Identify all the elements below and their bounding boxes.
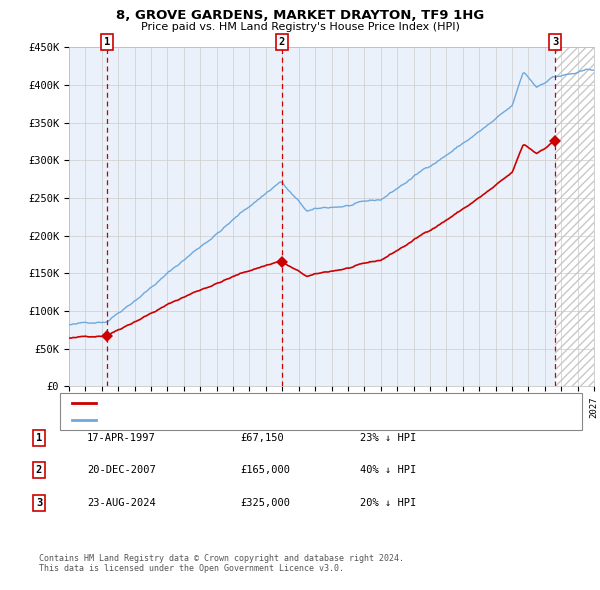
Bar [556,47,594,386]
Text: £325,000: £325,000 [240,498,290,507]
Text: 8, GROVE GARDENS, MARKET DRAYTON, TF9 1HG: 8, GROVE GARDENS, MARKET DRAYTON, TF9 1H… [116,9,484,22]
Text: 20% ↓ HPI: 20% ↓ HPI [360,498,416,507]
Text: £67,150: £67,150 [240,433,284,442]
Text: HPI: Average price, detached house, Shropshire: HPI: Average price, detached house, Shro… [102,415,372,425]
Text: 8, GROVE GARDENS, MARKET DRAYTON, TF9 1HG (detached house): 8, GROVE GARDENS, MARKET DRAYTON, TF9 1H… [102,398,443,408]
Text: Contains HM Land Registry data © Crown copyright and database right 2024.
This d: Contains HM Land Registry data © Crown c… [39,554,404,573]
Text: 23% ↓ HPI: 23% ↓ HPI [360,433,416,442]
Text: £165,000: £165,000 [240,466,290,475]
Text: 3: 3 [36,498,42,507]
Text: 3: 3 [552,37,559,47]
Text: 2: 2 [36,466,42,475]
Text: 23-AUG-2024: 23-AUG-2024 [87,498,156,507]
Text: Price paid vs. HM Land Registry's House Price Index (HPI): Price paid vs. HM Land Registry's House … [140,22,460,32]
Text: 20-DEC-2007: 20-DEC-2007 [87,466,156,475]
Text: 40% ↓ HPI: 40% ↓ HPI [360,466,416,475]
Bar [69,47,556,386]
Text: 1: 1 [104,37,110,47]
Text: 1: 1 [36,433,42,442]
Text: 17-APR-1997: 17-APR-1997 [87,433,156,442]
Bar [556,47,594,386]
Text: 2: 2 [278,37,285,47]
